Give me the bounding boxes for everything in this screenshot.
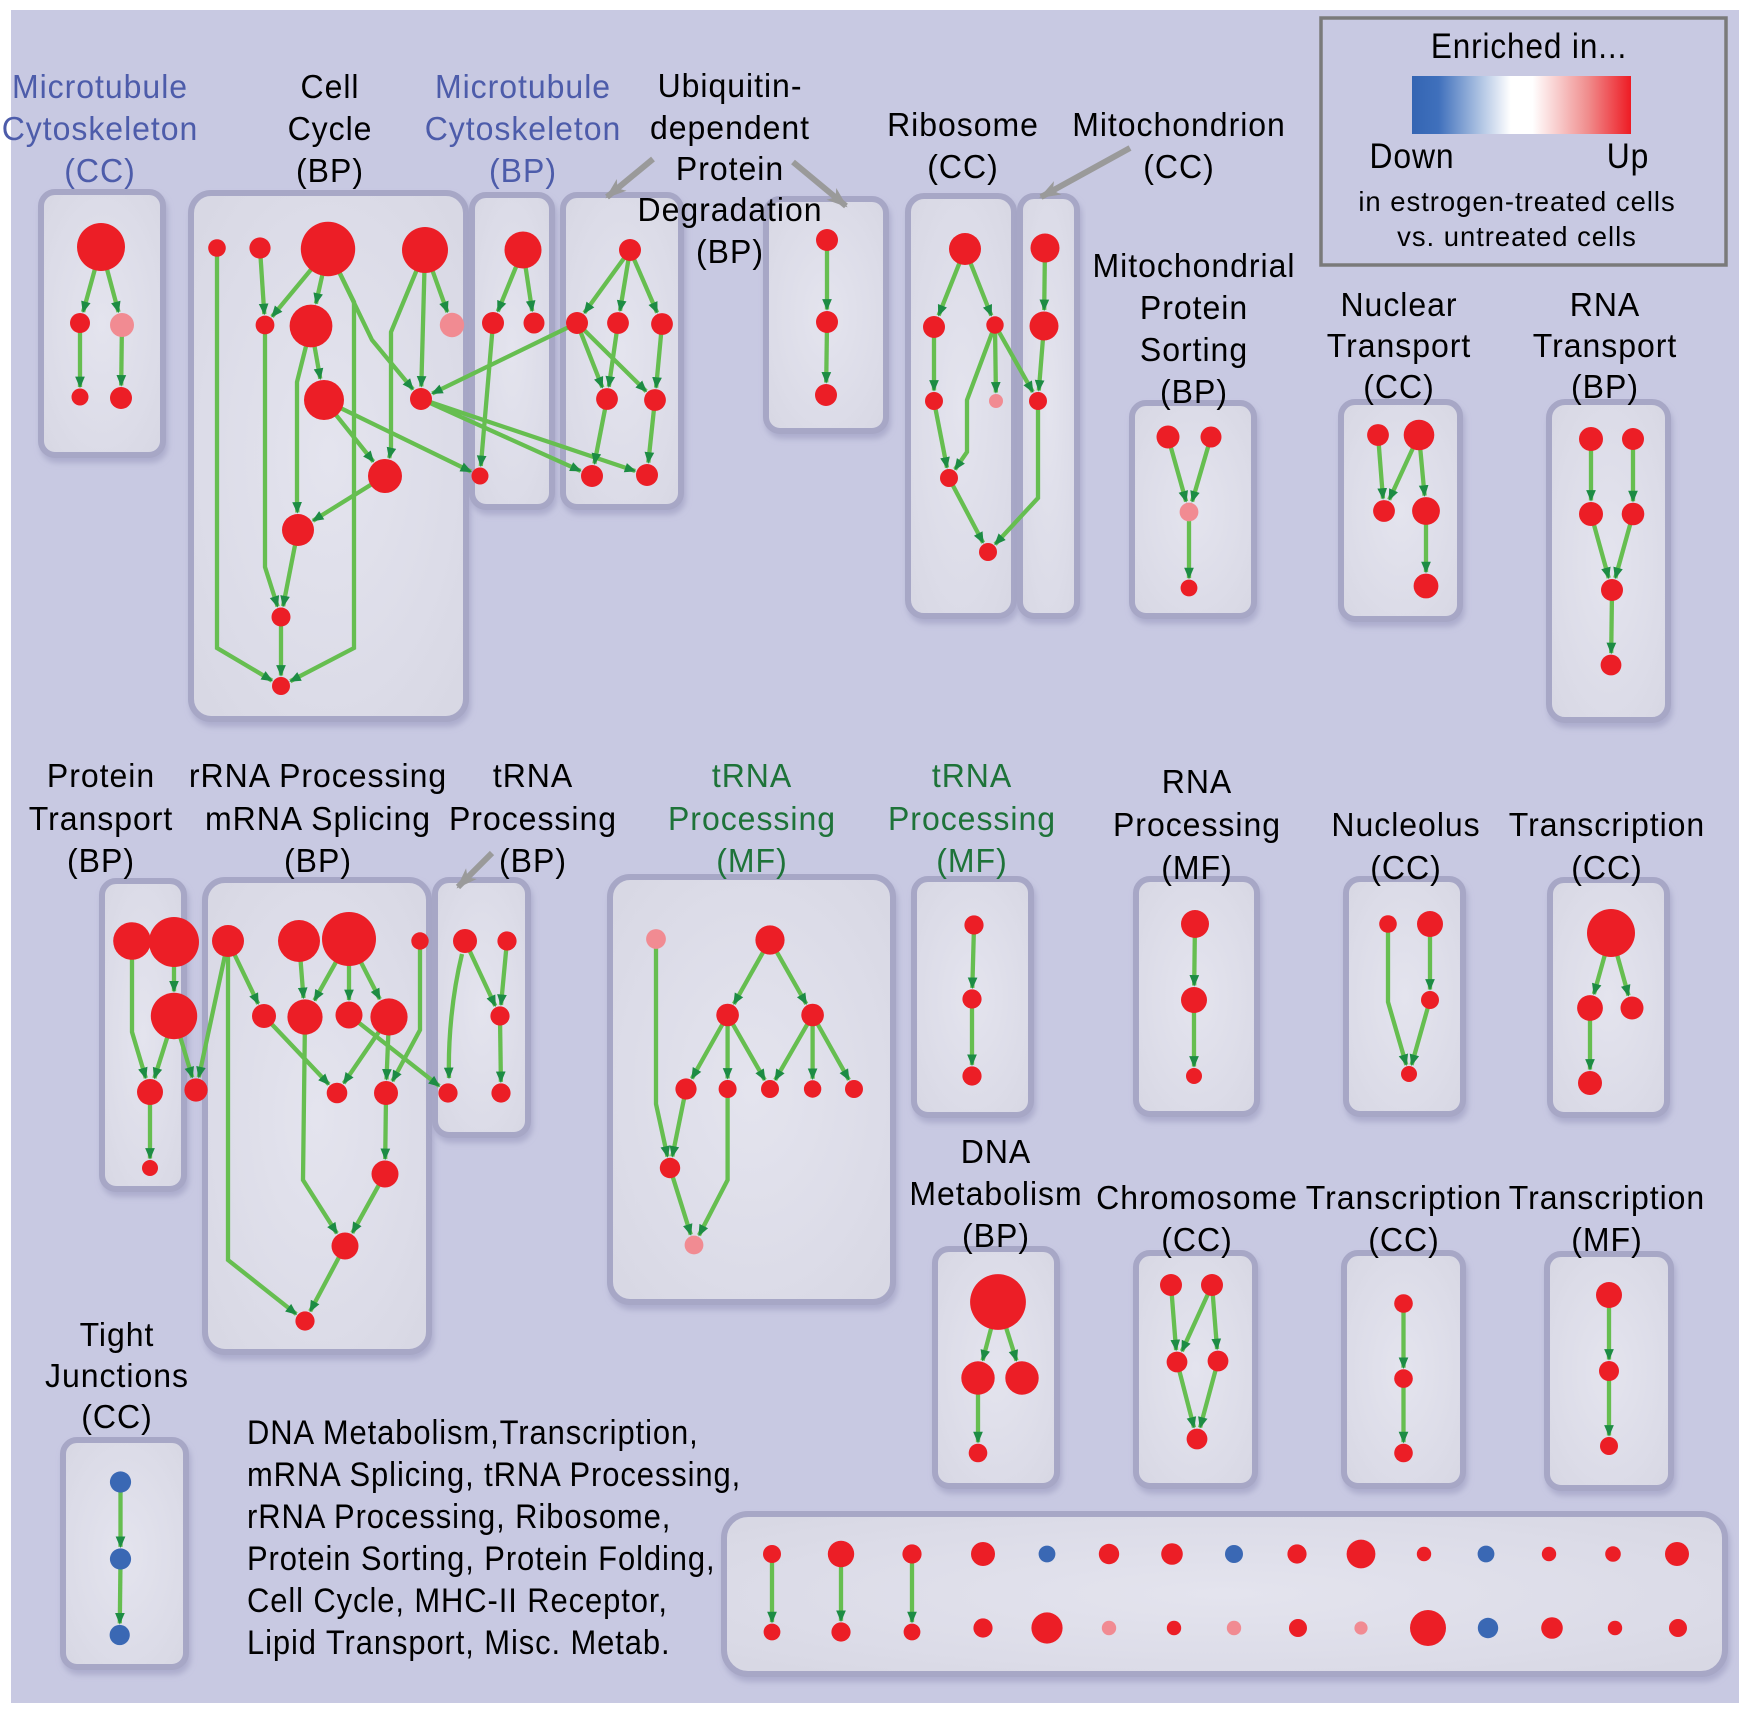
svg-text:rRNA Processing: rRNA Processing	[189, 758, 447, 795]
svg-text:Transcription: Transcription	[1306, 1180, 1502, 1217]
svg-text:(CC): (CC)	[1370, 850, 1441, 887]
svg-text:Sorting: Sorting	[1140, 332, 1248, 369]
svg-text:Chromosome: Chromosome	[1096, 1180, 1298, 1217]
svg-text:Down: Down	[1369, 138, 1454, 177]
svg-text:Transport: Transport	[1327, 328, 1471, 365]
svg-text:Processing: Processing	[449, 801, 617, 838]
svg-text:Junctions: Junctions	[45, 1358, 189, 1395]
svg-text:(BP): (BP)	[499, 843, 567, 880]
svg-text:(CC): (CC)	[81, 1399, 152, 1436]
svg-text:Transport: Transport	[1533, 328, 1677, 365]
svg-text:Transcription: Transcription	[1509, 1180, 1705, 1217]
svg-text:(CC): (CC)	[1143, 149, 1214, 186]
svg-text:(BP): (BP)	[67, 843, 135, 880]
svg-text:Degradation: Degradation	[637, 192, 822, 229]
svg-text:rRNA Processing, Ribosome,: rRNA Processing, Ribosome,	[247, 1498, 671, 1536]
svg-text:Cell Cycle, MHC-II Receptor,: Cell Cycle, MHC-II Receptor,	[247, 1582, 668, 1620]
svg-text:(MF): (MF)	[1161, 850, 1232, 887]
svg-text:Cytoskeleton: Cytoskeleton	[2, 111, 199, 148]
svg-text:(CC): (CC)	[1363, 369, 1434, 406]
svg-text:(MF): (MF)	[1571, 1222, 1642, 1259]
svg-text:(BP): (BP)	[962, 1218, 1030, 1255]
svg-text:RNA: RNA	[1570, 287, 1640, 324]
svg-text:Cell: Cell	[300, 69, 359, 106]
svg-text:(BP): (BP)	[1571, 369, 1639, 406]
svg-text:mRNA Splicing, tRNA Processing: mRNA Splicing, tRNA Processing,	[247, 1456, 741, 1494]
svg-text:tRNA: tRNA	[712, 758, 792, 795]
svg-text:Transport: Transport	[29, 801, 173, 838]
svg-text:Microtubule: Microtubule	[12, 69, 188, 106]
svg-text:(BP): (BP)	[696, 234, 764, 271]
svg-text:(BP): (BP)	[284, 843, 352, 880]
svg-text:vs. untreated cells: vs. untreated cells	[1397, 221, 1637, 252]
svg-text:Enriched in...: Enriched in...	[1431, 28, 1627, 67]
svg-text:RNA: RNA	[1162, 764, 1232, 801]
svg-text:Nucleolus: Nucleolus	[1331, 807, 1480, 844]
svg-text:(BP): (BP)	[296, 153, 364, 190]
svg-text:DNA Metabolism,Transcription,: DNA Metabolism,Transcription,	[247, 1414, 699, 1452]
svg-text:tRNA: tRNA	[932, 758, 1012, 795]
svg-text:Protein: Protein	[676, 151, 784, 188]
svg-text:Ubiquitin-: Ubiquitin-	[658, 68, 803, 105]
svg-text:DNA: DNA	[961, 1134, 1031, 1171]
svg-text:Tight: Tight	[80, 1317, 155, 1354]
svg-text:(CC): (CC)	[64, 153, 135, 190]
svg-text:(MF): (MF)	[716, 843, 787, 880]
svg-text:(BP): (BP)	[1160, 374, 1228, 411]
svg-text:Cycle: Cycle	[288, 111, 373, 148]
svg-text:Mitochondrion: Mitochondrion	[1072, 107, 1286, 144]
svg-text:Metabolism: Metabolism	[909, 1176, 1082, 1213]
svg-text:(BP): (BP)	[489, 153, 557, 190]
svg-text:(MF): (MF)	[936, 843, 1007, 880]
svg-text:Ribosome: Ribosome	[887, 107, 1039, 144]
svg-text:Processing: Processing	[888, 801, 1056, 838]
svg-text:(CC): (CC)	[1368, 1222, 1439, 1259]
svg-text:dependent: dependent	[650, 110, 810, 147]
svg-text:Protein: Protein	[1140, 290, 1248, 327]
svg-text:(CC): (CC)	[1571, 850, 1642, 887]
svg-text:Protein: Protein	[47, 758, 155, 795]
svg-text:Mitochondrial: Mitochondrial	[1093, 248, 1296, 285]
svg-text:Microtubule: Microtubule	[435, 69, 611, 106]
svg-text:Nuclear: Nuclear	[1340, 287, 1457, 324]
svg-text:(CC): (CC)	[927, 149, 998, 186]
svg-text:Processing: Processing	[1113, 807, 1281, 844]
svg-text:Lipid Transport, Misc. Metab.: Lipid Transport, Misc. Metab.	[247, 1624, 671, 1662]
svg-text:mRNA Splicing: mRNA Splicing	[205, 801, 431, 838]
svg-text:Cytoskeleton: Cytoskeleton	[425, 111, 622, 148]
svg-text:Protein Sorting, Protein Foldi: Protein Sorting, Protein Folding,	[247, 1540, 716, 1578]
svg-text:Up: Up	[1607, 138, 1650, 177]
svg-text:tRNA: tRNA	[493, 758, 573, 795]
svg-text:Processing: Processing	[668, 801, 836, 838]
svg-text:(CC): (CC)	[1161, 1222, 1232, 1259]
svg-text:Transcription: Transcription	[1509, 807, 1705, 844]
svg-text:in estrogen-treated cells: in estrogen-treated cells	[1358, 186, 1675, 217]
